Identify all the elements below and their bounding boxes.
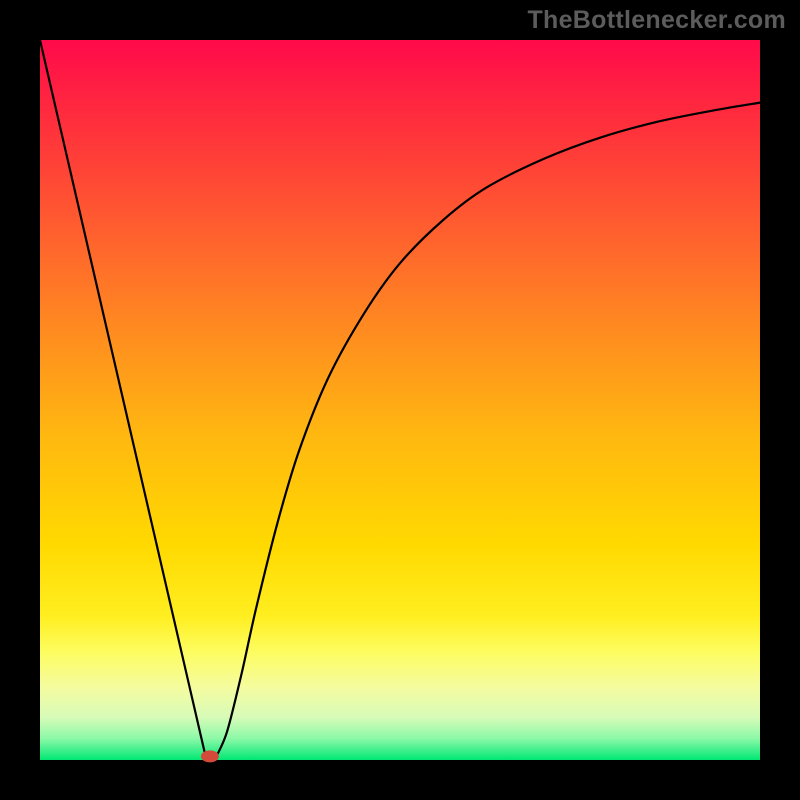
optimal-point-marker bbox=[201, 750, 219, 762]
chart-root: TheBottlenecker.com bbox=[0, 0, 800, 800]
bottleneck-chart bbox=[0, 0, 800, 800]
plot-background bbox=[40, 40, 760, 760]
